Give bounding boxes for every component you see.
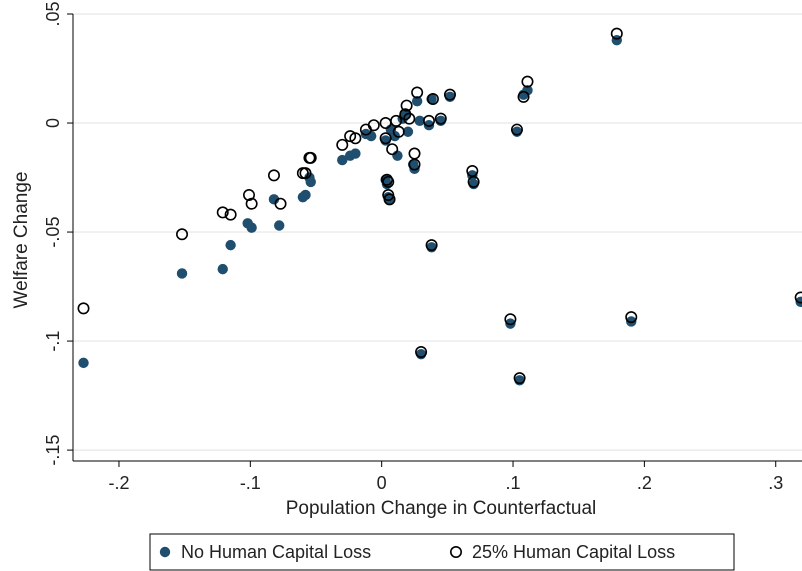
point-no-loss-12 — [337, 154, 348, 166]
point-no-loss-5 — [246, 222, 257, 233]
y-axis-title: Welfare Change — [11, 172, 32, 309]
point-25-loss-31 — [411, 86, 424, 99]
y-tick-label-4: .05 — [43, 1, 63, 26]
legend-marker-25-loss — [449, 545, 462, 558]
point-no-loss-24 — [392, 150, 403, 161]
point-25-loss-16 — [367, 119, 380, 132]
y-tick-label-2: -.05 — [43, 217, 63, 248]
point-no-loss-31 — [414, 115, 425, 127]
point-25-loss-42 — [513, 372, 526, 385]
point-no-loss-27 — [402, 126, 414, 137]
point-no-loss-3 — [225, 239, 236, 251]
point-25-loss-14 — [349, 132, 362, 145]
point-25-loss-13 — [344, 130, 357, 143]
point-no-loss-40 — [505, 318, 516, 329]
point-25-loss-7 — [274, 197, 287, 210]
y-tick-label-1: -.1 — [43, 331, 63, 352]
point-25-loss-28 — [403, 112, 416, 125]
point-25-loss-6 — [267, 169, 280, 182]
point-25-loss-0 — [77, 302, 90, 315]
y-tick-label-0: -.15 — [43, 435, 63, 466]
point-25-loss-12 — [336, 138, 349, 151]
point-no-loss-29 — [409, 163, 420, 175]
x-axis-title: Population Change in Counterfactual — [286, 498, 597, 519]
point-no-loss-9 — [300, 189, 311, 201]
data-points — [77, 27, 802, 386]
point-no-loss-1 — [176, 268, 188, 279]
point-25-loss-45 — [610, 27, 623, 40]
point-25-loss-17 — [379, 132, 392, 145]
point-25-loss-47 — [794, 291, 802, 304]
x-tick-label-5: .3 — [768, 473, 783, 493]
x-tick-label-4: .2 — [637, 473, 652, 493]
legend-label-25-loss: 25% Human Capital Loss — [472, 542, 675, 562]
x-tick-label-3: .1 — [506, 473, 521, 493]
point-no-loss-44 — [522, 85, 533, 96]
point-no-loss-0 — [78, 357, 89, 369]
point-25-loss-22 — [383, 193, 396, 206]
point-no-loss-6 — [268, 194, 280, 205]
point-25-loss-36 — [434, 112, 447, 125]
point-25-loss-41 — [510, 123, 523, 136]
point-25-loss-35 — [426, 93, 439, 106]
y-tick-label-3: 0 — [43, 118, 63, 128]
point-25-loss-27 — [400, 99, 413, 112]
point-25-loss-37 — [443, 88, 456, 101]
point-25-loss-11 — [304, 151, 317, 164]
point-no-loss-7 — [274, 220, 285, 231]
point-25-loss-4 — [243, 188, 256, 201]
point-25-loss-40 — [504, 313, 517, 326]
point-25-loss-25 — [392, 125, 405, 138]
x-tick-label-1: -.1 — [240, 473, 261, 493]
point-25-loss-34 — [425, 239, 438, 252]
point-25-loss-46 — [625, 311, 638, 324]
point-25-loss-43 — [517, 90, 530, 103]
point-25-loss-23 — [386, 143, 399, 156]
axes: -.2 -.1 0 .1 .2 .3 -.15 -.1 -.05 0 .05 — [43, 1, 802, 493]
point-no-loss-16 — [365, 130, 377, 142]
point-25-loss-3 — [224, 208, 237, 221]
point-25-loss-24 — [390, 114, 403, 127]
point-no-loss-11 — [305, 176, 316, 188]
legend-box — [149, 533, 735, 571]
point-25-loss-44 — [521, 75, 534, 88]
point-25-loss-5 — [245, 197, 258, 210]
point-no-loss-46 — [626, 316, 637, 327]
legend-label-no-loss: No Human Capital Loss — [181, 542, 371, 562]
point-25-loss-33 — [422, 114, 435, 127]
point-no-loss-2 — [217, 263, 228, 275]
legend-marker-no-loss — [159, 546, 171, 558]
point-no-loss-14 — [350, 148, 361, 159]
point-25-loss-32 — [415, 345, 428, 358]
x-tick-label-0: -.2 — [108, 473, 129, 493]
point-25-loss-2 — [216, 206, 229, 219]
point-no-loss-30 — [411, 96, 423, 107]
point-no-loss-33 — [423, 120, 435, 131]
point-25-loss-9 — [299, 167, 312, 180]
point-25-loss-39 — [467, 175, 480, 188]
legend: No Human Capital Loss 25% Human Capital … — [149, 533, 735, 571]
x-tick-label-2: 0 — [377, 473, 387, 493]
point-25-loss-1 — [176, 228, 189, 241]
point-25-loss-30 — [408, 158, 421, 171]
point-25-loss-20 — [382, 175, 395, 188]
